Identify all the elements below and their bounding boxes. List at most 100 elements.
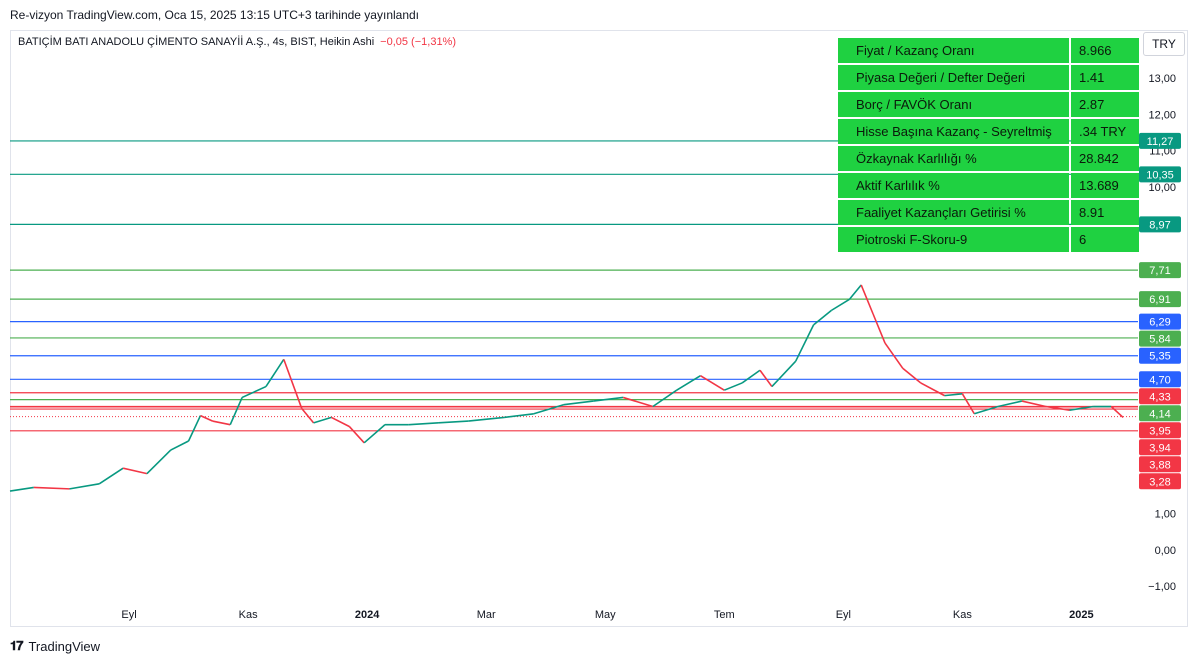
x-tick-label: 2024 — [355, 609, 380, 621]
price-segment — [831, 298, 850, 312]
y-tick-label: −1,00 — [1148, 581, 1176, 593]
price-segment — [771, 360, 797, 388]
metric-label: Aktif Karlılık % — [838, 173, 1069, 198]
price-segment — [1021, 400, 1046, 408]
metric-value: 2.87 — [1071, 92, 1139, 117]
price-segment — [122, 467, 148, 475]
price-segment — [170, 440, 189, 451]
price-segment — [920, 382, 945, 397]
currency-button[interactable]: TRY — [1143, 32, 1185, 56]
metric-value: 8.966 — [1071, 38, 1139, 63]
metric-row: Piotroski F-Skoru-9 6 — [838, 227, 1139, 252]
metric-value: 1.41 — [1071, 65, 1139, 90]
brand-name: TradingView — [28, 638, 101, 654]
metric-value: .34 TRY — [1071, 119, 1139, 144]
metric-value: 8.91 — [1071, 200, 1139, 225]
level-price-label: 3,95 — [1149, 425, 1170, 437]
price-segment — [503, 412, 534, 419]
price-segment — [872, 313, 886, 344]
price-segment — [902, 367, 922, 384]
metric-row: Borç / FAVÖK Oranı 2.87 — [838, 92, 1139, 117]
level-price-label: 10,35 — [1146, 169, 1174, 181]
x-tick-label: Kas — [239, 609, 258, 621]
price-segment — [884, 342, 904, 369]
price-segment — [759, 369, 773, 388]
price-segment — [794, 324, 815, 362]
metric-row: Aktif Karlılık % 13.689 — [838, 173, 1139, 198]
y-tick-label: 13,00 — [1148, 73, 1176, 85]
level-price-tag — [1139, 313, 1181, 330]
price-segment — [331, 416, 350, 428]
price-segment — [652, 389, 678, 408]
price-segment — [468, 416, 505, 422]
level-price-label: 7,71 — [1149, 265, 1170, 277]
price-segment — [69, 483, 100, 490]
footer-brand: 𝟏𝟕 TradingView — [10, 638, 100, 654]
y-tick-label: 12,00 — [1148, 109, 1176, 121]
price-segment — [265, 358, 285, 388]
level-price-label: 4,70 — [1149, 374, 1170, 386]
level-price-tag — [1139, 371, 1181, 388]
level-price-tag — [1139, 347, 1181, 364]
metric-label: Borç / FAVÖK Oranı — [838, 92, 1069, 117]
x-tick-label: May — [595, 609, 616, 621]
price-segment — [700, 374, 725, 391]
level-price-label: 4,33 — [1149, 391, 1170, 403]
metric-label: Piyasa Değeri / Defter Değeri — [838, 65, 1069, 90]
x-tick-label: 2025 — [1069, 609, 1093, 621]
price-segment — [944, 393, 963, 397]
price-segment — [563, 400, 594, 406]
price-segment — [301, 407, 315, 424]
metric-row: Faaliyet Kazançları Getirisi % 8.91 — [838, 200, 1139, 225]
y-tick-label: 0,00 — [1155, 545, 1176, 557]
fundamentals-table: Fiyat / Kazanç Oranı 8.966 Piyasa Değeri /… — [836, 36, 1141, 254]
level-price-label: 6,29 — [1149, 317, 1170, 329]
level-price-tag — [1139, 456, 1181, 473]
price-segment — [33, 486, 70, 490]
metric-value: 13.689 — [1071, 173, 1139, 198]
price-segment — [1045, 405, 1070, 411]
metric-label: Özkaynak Karlılığı % — [838, 146, 1069, 171]
level-price-label: 8,97 — [1149, 219, 1170, 231]
level-price-label: 11,27 — [1147, 136, 1174, 148]
price-segment — [961, 393, 975, 415]
metric-row: Özkaynak Karlılığı % 28.842 — [838, 146, 1139, 171]
level-price-label: 5,84 — [1149, 334, 1170, 346]
price-segment — [187, 415, 202, 442]
price-segment — [283, 359, 303, 409]
price-segment — [212, 420, 231, 426]
price-segment — [676, 374, 701, 391]
price-segment — [229, 397, 243, 425]
x-tick-label: Eyl — [836, 609, 851, 621]
level-price-tag — [1139, 405, 1181, 422]
metric-row: Hisse Başına Kazanç - Seyreltmiş .34 TRY — [838, 119, 1139, 144]
price-segment — [860, 284, 874, 315]
price-segment — [200, 414, 213, 422]
price-segment — [438, 420, 469, 424]
level-price-tag — [1139, 291, 1181, 308]
level-price-tag — [1139, 262, 1181, 279]
level-price-tag — [1139, 132, 1181, 149]
symbol-legend: BATIÇİM BATI ANADOLU ÇİMENTO SANAYİİ A.Ş… — [18, 36, 456, 48]
tradingview-logo-icon: 𝟏𝟕 — [10, 638, 24, 653]
metric-row: Piyasa Değeri / Defter Değeri 1.41 — [838, 65, 1139, 90]
price-segment — [848, 284, 862, 300]
level-price-label: 6,91 — [1149, 294, 1170, 306]
level-price-label: 4,14 — [1149, 408, 1170, 420]
price-segment — [741, 369, 761, 384]
price-segment — [622, 396, 654, 408]
price-segment — [408, 422, 439, 426]
x-tick-label: Tem — [714, 609, 735, 621]
price-segment — [348, 425, 365, 444]
level-price-label: 3,28 — [1149, 476, 1170, 488]
chart-frame — [10, 30, 1188, 627]
level-price-tag — [1139, 388, 1181, 405]
price-segment — [1110, 405, 1124, 418]
metric-label: Hisse Başına Kazanç - Seyreltmiş — [838, 119, 1069, 144]
metric-value: 6 — [1071, 227, 1139, 252]
level-price-tag — [1139, 439, 1181, 456]
level-price-label: 5,35 — [1149, 351, 1170, 363]
price-segment — [974, 405, 999, 415]
y-tick-label: 10,00 — [1148, 182, 1176, 194]
